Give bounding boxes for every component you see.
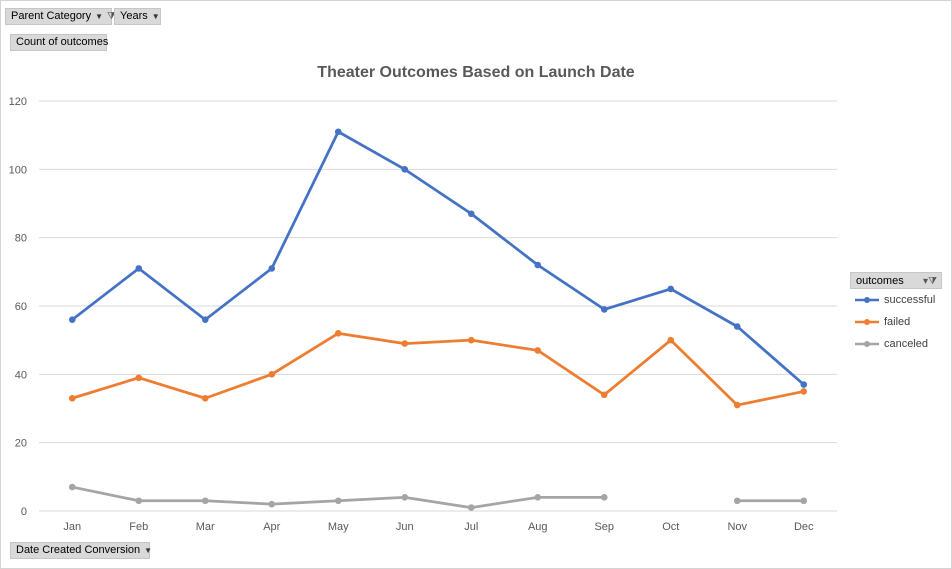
data-point-successful — [667, 285, 675, 293]
y-tick-label: 120 — [9, 96, 27, 108]
y-tick-label: 80 — [15, 233, 27, 245]
data-point-canceled — [534, 494, 542, 501]
data-point-successful — [268, 265, 276, 272]
y-tick-label: 20 — [15, 438, 27, 450]
series-line-successful — [70, 130, 806, 386]
data-point-successful — [334, 128, 342, 136]
data-point-successful — [600, 306, 608, 313]
data-point-failed — [467, 336, 475, 344]
data-point-canceled — [268, 500, 276, 508]
data-point-failed — [800, 388, 808, 395]
data-point-failed — [401, 340, 409, 347]
legend-label: canceled — [884, 338, 929, 350]
y-tick-label: 60 — [15, 301, 27, 313]
data-point-successful — [135, 265, 143, 272]
legend-item-canceled: canceled — [850, 333, 942, 355]
data-point-failed — [268, 371, 276, 378]
data-point-successful — [201, 316, 209, 323]
data-point-canceled — [600, 494, 608, 501]
data-point-failed — [201, 394, 209, 402]
data-point-failed — [534, 347, 542, 354]
x-tick-label: Mar — [196, 521, 215, 533]
data-point-canceled — [467, 504, 475, 511]
legend-label: failed — [884, 316, 911, 328]
data-point-canceled — [800, 497, 808, 505]
x-tick-label: Sep — [594, 521, 614, 533]
chart-title: Theater Outcomes Based on Launch Date — [317, 64, 635, 81]
data-point-failed — [600, 391, 608, 399]
data-point-successful — [68, 316, 76, 323]
legend-marker — [855, 297, 879, 303]
data-point-canceled — [135, 497, 143, 505]
x-tick-label: Aug — [528, 521, 548, 533]
series-line-failed — [70, 331, 806, 407]
data-point-successful — [401, 166, 409, 173]
x-tick-label: Apr — [263, 521, 280, 533]
data-point-canceled — [733, 497, 741, 505]
x-tick-label: Dec — [794, 521, 814, 533]
legend: outcomes ▾⧩ successful failed canceled — [850, 272, 942, 355]
parent-category-filter-button[interactable]: Parent Category ▼ ⧩ — [5, 8, 116, 25]
y-tick-label: 100 — [9, 164, 27, 176]
years-filter-button[interactable]: Years ▼ — [114, 8, 161, 25]
data-point-successful — [534, 261, 542, 269]
parent-category-label: Parent Category — [11, 10, 92, 22]
values-field-label: Count of outcomes — [16, 36, 109, 48]
data-point-failed — [68, 394, 76, 402]
data-point-failed — [334, 330, 342, 337]
data-point-canceled — [334, 497, 342, 505]
x-tick-label: Jun — [396, 521, 414, 533]
legend-field-button[interactable]: outcomes ▾⧩ — [850, 272, 942, 289]
legend-item-failed: failed — [850, 311, 942, 333]
x-tick-label: Feb — [129, 521, 148, 533]
legend-field-label: outcomes — [856, 275, 904, 287]
x-tick-label: May — [328, 521, 349, 533]
data-point-failed — [135, 374, 143, 382]
data-point-successful — [733, 323, 741, 330]
data-point-failed — [733, 401, 741, 409]
y-tick-label: 40 — [15, 369, 27, 381]
series-line-canceled — [70, 485, 606, 509]
x-tick-label: Nov — [727, 521, 747, 533]
data-point-successful — [800, 381, 808, 388]
data-point-canceled — [401, 494, 409, 501]
data-point-canceled — [201, 497, 209, 505]
data-point-successful — [467, 210, 475, 218]
x-tick-label: Jul — [464, 521, 478, 533]
axis-field-button[interactable]: Date Created Conversion ▼ — [10, 542, 153, 559]
y-tick-label: 0 — [21, 506, 27, 518]
legend-item-successful: successful — [850, 289, 942, 311]
x-tick-label: Jan — [63, 521, 81, 533]
legend-marker — [855, 319, 879, 325]
chevron-down-icon: ▼ — [144, 546, 153, 555]
data-point-failed — [667, 336, 675, 344]
chevron-down-icon: ▼ — [151, 12, 160, 21]
filter-icon: ⧩ — [107, 11, 116, 22]
values-field-button[interactable]: Count of outcomes — [10, 34, 109, 51]
filter-icon: ▾⧩ — [923, 276, 937, 287]
years-label: Years — [120, 10, 148, 22]
legend-marker — [855, 341, 879, 347]
axis-field-label: Date Created Conversion — [16, 544, 141, 556]
x-tick-label: Oct — [662, 521, 679, 533]
data-point-canceled — [68, 483, 76, 491]
chevron-down-icon: ▼ — [95, 12, 104, 21]
legend-label: successful — [884, 294, 936, 306]
